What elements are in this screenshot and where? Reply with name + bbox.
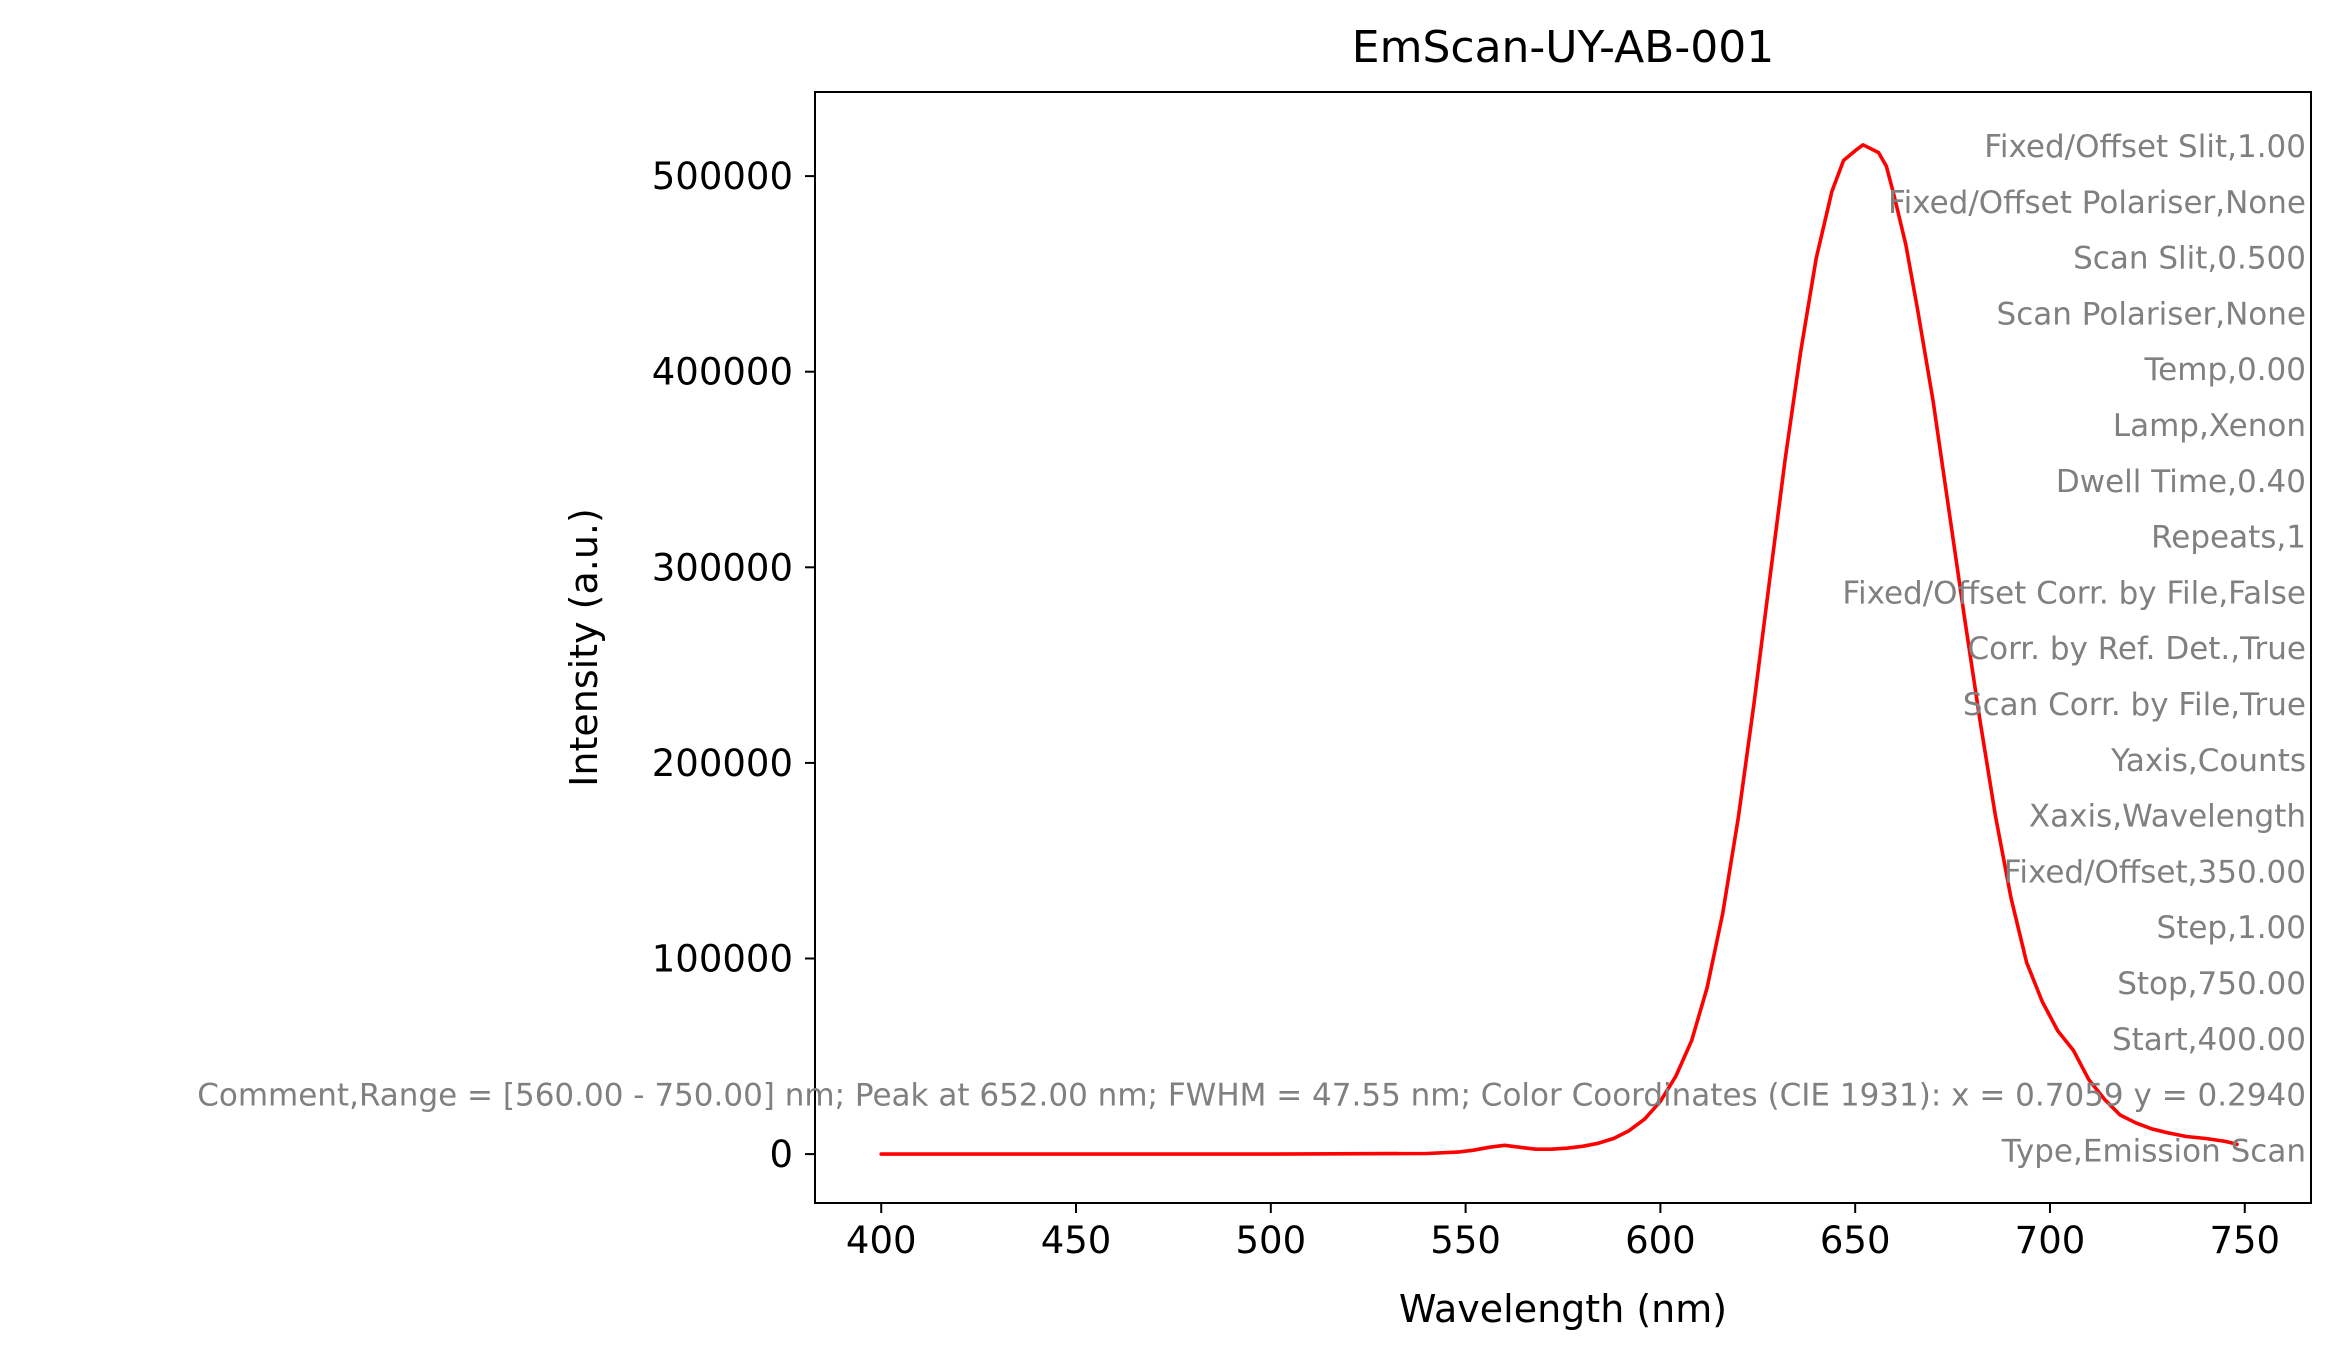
plot-frame <box>814 91 2312 1204</box>
annotation-text: Fixed/Offset,350.00 <box>2004 854 2306 890</box>
y-tick-label: 200000 <box>652 742 793 785</box>
x-tick-label: 700 <box>2015 1219 2086 1262</box>
y-tick-label: 100000 <box>652 938 793 981</box>
x-tick-label: 400 <box>846 1219 917 1262</box>
annotation-text: Scan Corr. by File,True <box>1963 687 2306 723</box>
annotation-text: Dwell Time,0.40 <box>2056 464 2306 500</box>
annotation-text: Comment,Range = [560.00 - 750.00] nm; Pe… <box>197 1078 2306 1114</box>
x-tick-label: 750 <box>2209 1219 2280 1262</box>
annotation-text: Xaxis,Wavelength <box>2029 799 2306 835</box>
chart-title: EmScan-UY-AB-001 <box>1352 22 1774 73</box>
annotation-text: Corr. by Ref. Det.,True <box>1967 631 2306 667</box>
x-tick-label: 500 <box>1236 1219 1307 1262</box>
annotation-text: Yaxis,Counts <box>2110 743 2306 779</box>
annotation-text: Scan Polariser,None <box>1997 296 2306 332</box>
annotation-text: Fixed/Offset Corr. by File,False <box>1842 575 2306 611</box>
x-tick-label: 550 <box>1430 1219 1501 1262</box>
annotation-text: Start,400.00 <box>2112 1022 2306 1058</box>
annotation-text: Fixed/Offset Slit,1.00 <box>1984 129 2306 165</box>
annotation-text: Type,Emission Scan <box>2001 1133 2306 1169</box>
x-tick-label: 450 <box>1041 1219 1112 1262</box>
y-tick-label: 400000 <box>652 351 793 394</box>
series-line-0 <box>879 143 2239 1156</box>
annotation-text: Step,1.00 <box>2157 910 2306 946</box>
y-axis-label: Intensity (a.u.) <box>562 508 606 787</box>
x-axis-label: Wavelength (nm) <box>1399 1287 1727 1331</box>
annotation-text: Stop,750.00 <box>2117 966 2306 1002</box>
annotation-text: Fixed/Offset Polariser,None <box>1888 185 2306 221</box>
annotation-text: Lamp,Xenon <box>2113 408 2306 444</box>
annotation-text: Temp,0.00 <box>2144 352 2307 388</box>
annotation-text: Repeats,1 <box>2151 520 2306 556</box>
annotation-text: Scan Slit,0.500 <box>2073 241 2306 277</box>
y-tick-label: 500000 <box>652 155 793 198</box>
x-tick-label: 600 <box>1625 1219 1696 1262</box>
x-tick-label: 650 <box>1820 1219 1891 1262</box>
y-tick-label: 0 <box>769 1133 793 1176</box>
y-tick-label: 300000 <box>652 546 793 589</box>
